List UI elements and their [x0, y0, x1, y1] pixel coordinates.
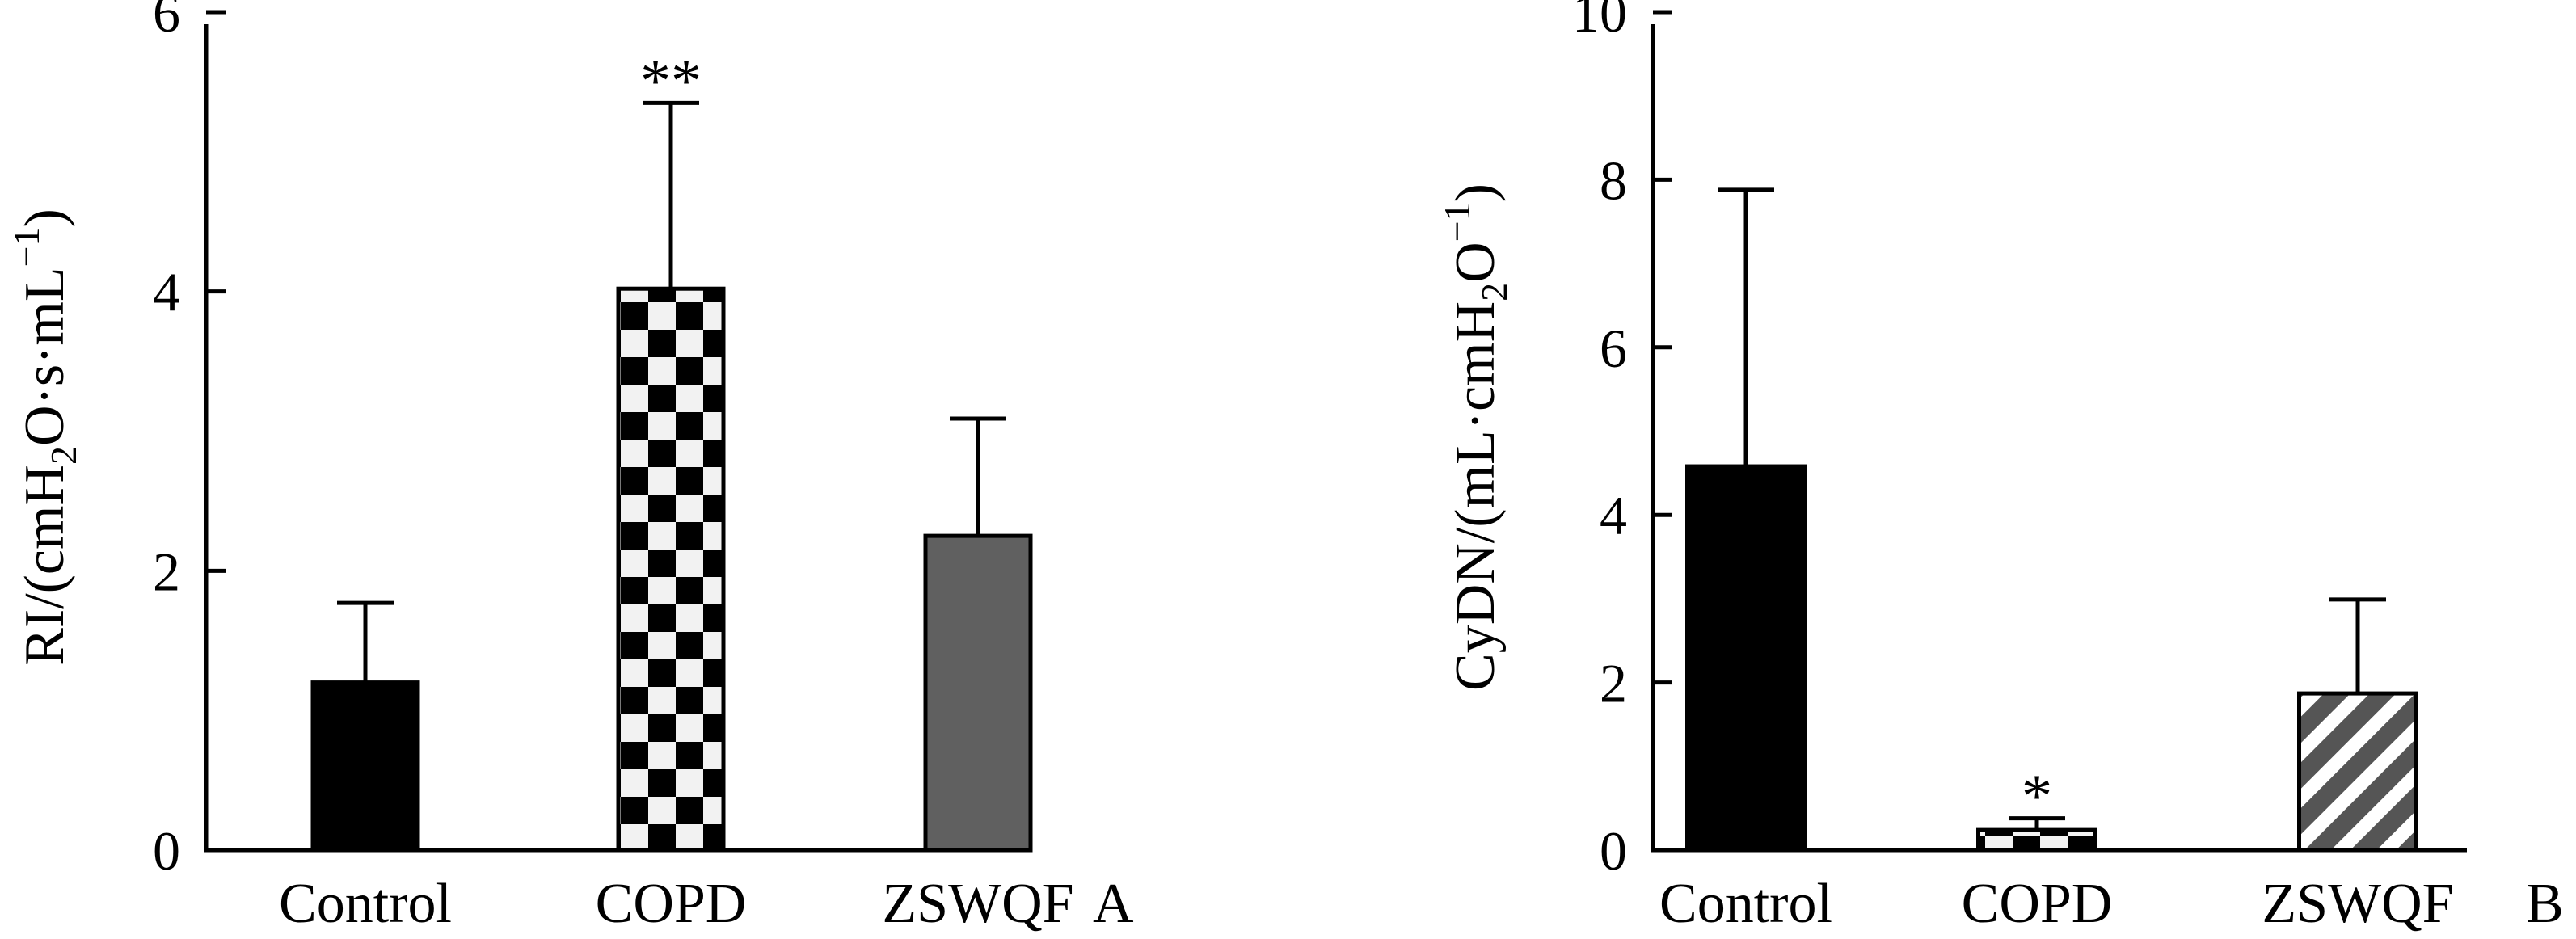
y-tick-label: 0 — [1600, 820, 1627, 882]
bar-zswqf — [923, 533, 1033, 853]
bar-control — [310, 680, 420, 853]
y-tick-label: 0 — [153, 820, 180, 882]
significance-marker: * — [2022, 763, 2052, 831]
significance-marker: ** — [640, 47, 702, 115]
bar-zswqf — [2297, 691, 2418, 853]
bar-copd — [1976, 827, 2097, 853]
x-tick-label: ZSWQF — [2262, 873, 2453, 935]
y-tick-label: 2 — [153, 541, 180, 602]
y-axis-label: RI/(cmH2O·s·mL−1) — [6, 208, 84, 666]
panel-letter: B — [2526, 873, 2564, 935]
y-tick-label: 6 — [1600, 318, 1627, 379]
y-tick-label: 2 — [1600, 653, 1627, 714]
y-tick-label: 4 — [1600, 485, 1627, 546]
panel-b: 0 2 4 6 8 10 * Control COPD ZSWQF CyDN/(mL·cmH2… — [1436, 0, 2564, 935]
panel-a: 0 2 4 6 ** Control COPD ZSWQF RI/(cmH2O·s·mL−… — [6, 0, 1134, 935]
x-tick-label: Control — [279, 873, 452, 935]
y-tick-label: 8 — [1600, 149, 1627, 211]
x-tick-label: Control — [1659, 873, 1832, 935]
x-tick-label: ZSWQF — [882, 873, 1073, 935]
x-tick-label: COPD — [596, 873, 747, 935]
bar-copd — [616, 286, 726, 853]
x-tick-label: COPD — [1962, 873, 2113, 935]
y-tick-label: 10 — [1572, 0, 1627, 44]
y-axis-label: CyDN/(mL·cmH2O−1) — [1436, 183, 1515, 691]
y-tick-label: 4 — [153, 262, 180, 323]
bar-control — [1685, 464, 1807, 853]
y-tick-label: 6 — [153, 0, 180, 44]
panel-letter: A — [1093, 873, 1134, 935]
